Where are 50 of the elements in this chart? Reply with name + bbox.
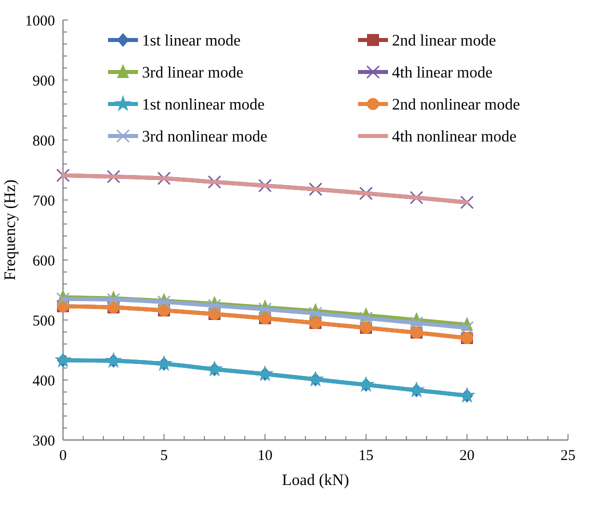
y-tick-label: 800 [32,133,55,150]
point [106,292,120,306]
y-tick-label: 400 [32,373,55,390]
point [359,311,373,325]
point [208,298,222,312]
point [104,352,122,368]
point [56,292,70,306]
point [56,168,70,182]
point [208,175,222,189]
point [256,365,274,382]
point [410,190,424,204]
x-tick-label: 25 [560,448,576,464]
legend-label: 2nd linear mode [392,32,496,50]
legend-label: 2nd nonlinear mode [392,96,520,114]
point [157,295,171,309]
point [410,316,424,330]
point [308,182,322,196]
point [460,196,474,210]
point [155,354,173,372]
x-axis-title: Load (kN) [282,472,350,489]
y-axis-title: Frequency (Hz) [2,180,19,280]
point [106,170,120,184]
x-tick-label: 5 [160,448,168,464]
x-tick-label: 10 [258,448,272,464]
point [157,172,171,186]
point [54,351,72,368]
y-tick-label: 900 [32,73,55,90]
y-tick-label: 500 [32,313,55,330]
legend-label: 3rd linear mode [142,64,244,82]
legend-label: 1st linear mode [142,32,241,50]
y-tick-label: 700 [32,193,55,210]
point [258,302,272,316]
legend-label: 4th nonlinear mode [392,128,516,146]
y-tick-label: 600 [32,253,55,270]
point [308,306,322,320]
y-tick-label: 1000 [25,13,55,30]
legend-label: 1st nonlinear mode [142,96,265,114]
x-tick-label: 15 [358,448,374,464]
point [460,321,474,335]
point [258,178,272,192]
legend-label: 3rd nonlinear mode [142,128,268,146]
point [458,386,476,403]
point [408,381,426,398]
point [359,186,373,200]
x-tick-label: 20 [460,448,474,464]
x-tick-label: 0 [59,448,67,464]
point [206,360,224,376]
legend-label: 4th linear mode [392,64,492,82]
y-tick-label: 300 [32,433,55,450]
point [306,370,324,387]
